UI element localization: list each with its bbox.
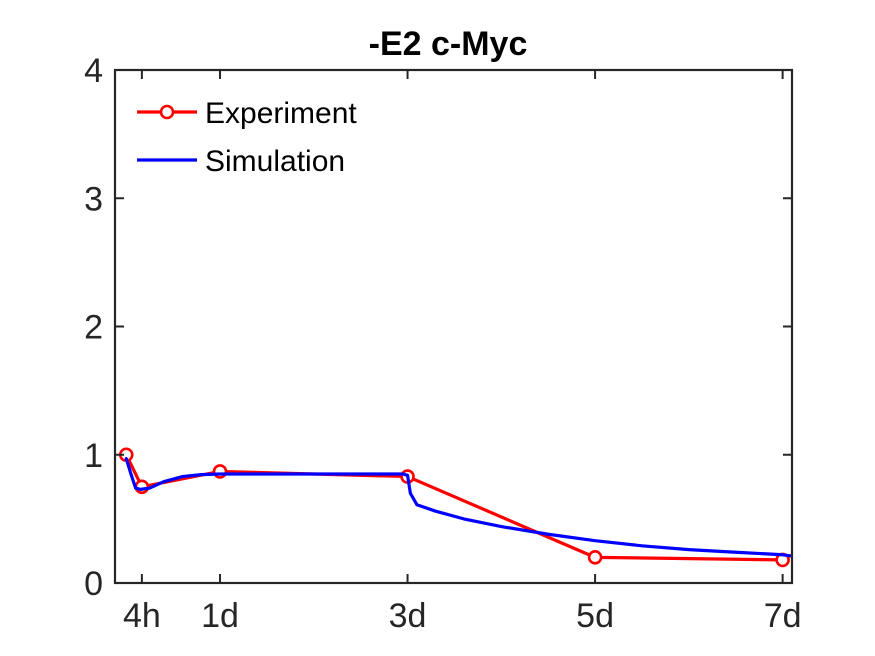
y-tick-label: 4	[84, 52, 103, 90]
y-tick-label: 0	[84, 565, 103, 603]
legend-label-experiment: Experiment	[205, 97, 357, 130]
y-tick-label: 1	[84, 437, 103, 475]
data-point-experiment	[587, 550, 603, 565]
legend-label-simulation: Simulation	[205, 145, 345, 178]
axes-layer: 4h 1d 3d 5d 7d 0 1 2 3 4	[84, 52, 801, 635]
data-point-experiment	[134, 479, 150, 495]
legend: Experiment Simulation	[137, 97, 357, 178]
y-tick-label: 3	[84, 180, 103, 218]
y-tick-label: 2	[84, 309, 103, 347]
plot-layer	[118, 447, 792, 568]
x-tick-label: 5d	[576, 597, 614, 635]
x-tick-label: 4h	[123, 597, 161, 635]
chart-title: -E2 c-Myc	[369, 25, 528, 63]
x-tick-label: 3d	[389, 597, 427, 635]
x-tick-label: 7d	[764, 597, 802, 635]
x-tick-label: 1d	[201, 597, 239, 635]
legend-marker-experiment	[159, 104, 175, 120]
series-line-simulation	[124, 457, 792, 558]
